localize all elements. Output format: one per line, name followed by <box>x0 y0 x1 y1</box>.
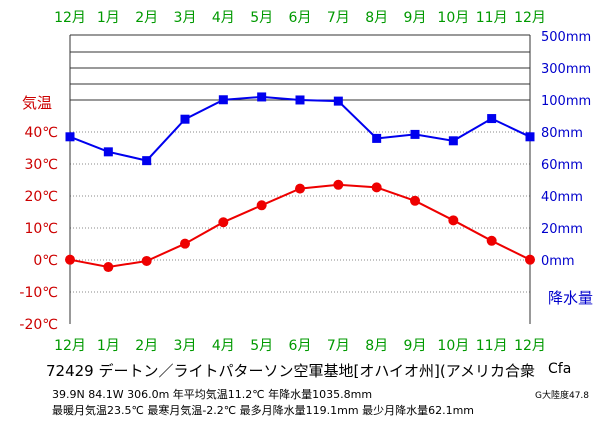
month-label: 4月 <box>212 10 235 26</box>
temperature-point <box>295 183 305 194</box>
climate-chart: 12月 1月 2月 3月 4月 5月 6月 7月 8月 9月 10月 11月 12月 12月 1月 2月 3月… <box>19 10 593 354</box>
precipitation-point <box>180 114 190 124</box>
temperature-line <box>69 183 531 269</box>
precipitation-point <box>525 132 535 142</box>
station-name: 72429 デートン／ライトパターソン空軍基地[オハイオ州](アメリカ合衆 <box>46 362 535 380</box>
precipitation-point <box>487 114 497 124</box>
temperature-point <box>103 262 114 273</box>
precipitation-line <box>69 95 531 162</box>
temperature-tick-label: 10℃ <box>24 221 58 237</box>
temperature-point <box>141 255 152 266</box>
month-label: 7月 <box>327 338 350 354</box>
temperature-point <box>410 195 420 206</box>
precipitation-point <box>333 96 343 106</box>
month-label: 11月 <box>476 338 508 354</box>
month-label: 6月 <box>289 10 312 26</box>
precipitation-point <box>257 92 267 102</box>
precipitation-tick-label: 0mm <box>541 254 575 269</box>
month-label: 4月 <box>212 338 235 354</box>
month-label: 8月 <box>365 10 388 26</box>
station-info: 72429 デートン／ライトパターソン空軍基地[オハイオ州](アメリカ合衆 Cf… <box>0 356 611 425</box>
temperature-point <box>525 254 535 265</box>
month-label: 12月 <box>54 10 86 26</box>
month-label: 12月 <box>514 10 546 26</box>
month-label: 8月 <box>365 338 388 354</box>
precipitation-tick-label: 40mm <box>541 190 583 205</box>
month-label: 3月 <box>174 338 197 354</box>
precipitation-point <box>295 95 305 105</box>
month-label: 11月 <box>476 10 508 26</box>
temperature-point <box>333 179 344 190</box>
month-label: 5月 <box>250 10 273 26</box>
precipitation-point <box>142 156 152 166</box>
temperature-tick-label: 20℃ <box>24 189 58 205</box>
precipitation-point <box>218 95 228 105</box>
precipitation-point <box>448 136 458 146</box>
month-label: 2月 <box>135 338 158 354</box>
month-label: 12月 <box>54 338 86 354</box>
temperature-tick-label: 0℃ <box>33 253 58 269</box>
precipitation-point <box>103 147 113 157</box>
series-layer <box>65 92 535 273</box>
temperature-tick-label: -10℃ <box>19 285 58 301</box>
month-label: 3月 <box>174 10 197 26</box>
precipitation-tick-label: 20mm <box>541 222 583 237</box>
month-label: 6月 <box>289 338 312 354</box>
station-stats: 最暖月気温23.5℃ 最寒月気温-2.2℃ 最多月降水量119.1mm 最少月降… <box>52 404 474 417</box>
temperature-point <box>65 254 75 265</box>
temperature-tick-label: 40℃ <box>24 125 58 141</box>
precipitation-tick-label: 500mm <box>541 30 591 45</box>
month-labels-top: 12月 1月 2月 3月 4月 5月 6月 7月 8月 9月 10月 11月 12月 <box>54 10 546 26</box>
precipitation-tick-label: 60mm <box>541 158 583 173</box>
precipitation-point <box>410 129 420 139</box>
precipitation-tick-label: 300mm <box>541 62 591 77</box>
month-label: 9月 <box>404 10 427 26</box>
month-label: 2月 <box>135 10 158 26</box>
temperature-point <box>371 182 382 193</box>
temperature-tick-label: -20℃ <box>19 317 58 333</box>
continentality-index: G大陸度47.8 <box>535 391 590 401</box>
temperature-point <box>256 200 267 211</box>
month-labels-bottom: 12月 1月 2月 3月 4月 5月 6月 7月 8月 9月 10月 11月 12月 <box>54 338 546 354</box>
precipitation-axis-label: 降水量 <box>548 289 593 307</box>
month-label: 1月 <box>97 338 120 354</box>
precipitation-point <box>65 132 75 142</box>
temperature-point <box>448 215 459 226</box>
month-label: 9月 <box>404 338 427 354</box>
precipitation-axis-ticks: 500mm 300mm 100mm 80mm 60mm 40mm 20mm 0mm <box>541 30 591 269</box>
temperature-point <box>180 238 190 249</box>
month-label: 1月 <box>97 10 120 26</box>
temperature-axis-label: 気温 <box>22 94 52 112</box>
precipitation-tick-label: 80mm <box>541 126 583 141</box>
temperature-point <box>218 217 229 228</box>
temperature-tick-label: 30℃ <box>24 157 58 173</box>
temperature-point <box>486 235 497 246</box>
koppen-class: Cfa <box>548 361 572 377</box>
precipitation-tick-label: 100mm <box>541 94 591 109</box>
temperature-axis-ticks: 40℃ 30℃ 20℃ 10℃ 0℃ -10℃ -20℃ <box>19 125 58 333</box>
month-label: 10月 <box>437 10 469 26</box>
station-meta: 39.9N 84.1W 306.0m 年平均気温11.2℃ 年降水量1035.8… <box>52 388 373 401</box>
month-label: 5月 <box>250 338 273 354</box>
month-label: 7月 <box>327 10 350 26</box>
precipitation-point <box>372 133 382 143</box>
month-label: 10月 <box>437 338 469 354</box>
month-label: 12月 <box>514 338 546 354</box>
chart-grid <box>69 34 531 324</box>
